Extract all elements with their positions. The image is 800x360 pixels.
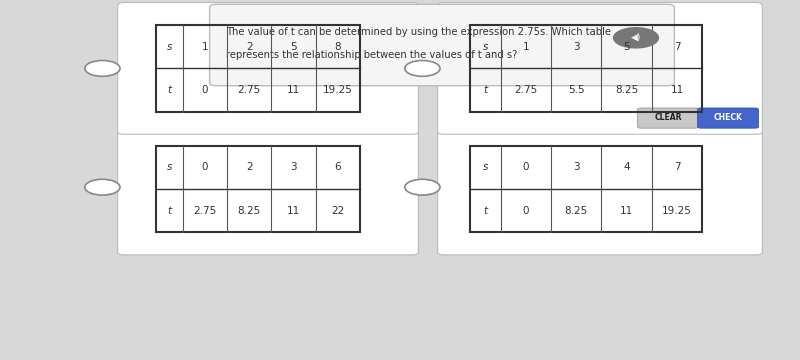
Text: 3: 3 <box>573 162 579 172</box>
Text: CLEAR: CLEAR <box>654 113 682 122</box>
Text: 11: 11 <box>670 85 684 95</box>
Text: The value of t can be determined by using the expression 2.75s. Which table: The value of t can be determined by usin… <box>226 27 610 37</box>
Bar <box>470 146 702 232</box>
Text: 5.5: 5.5 <box>568 85 585 95</box>
Text: t: t <box>483 206 487 216</box>
Text: s: s <box>482 42 488 52</box>
Text: s: s <box>166 42 172 52</box>
Text: 2.75: 2.75 <box>238 85 261 95</box>
Text: 8.25: 8.25 <box>238 206 261 216</box>
Text: 0: 0 <box>202 85 208 95</box>
Text: 7: 7 <box>674 42 681 52</box>
Text: 8.25: 8.25 <box>615 85 638 95</box>
Circle shape <box>85 60 120 76</box>
FancyBboxPatch shape <box>118 120 418 255</box>
FancyBboxPatch shape <box>438 3 762 134</box>
Text: 5: 5 <box>290 42 297 52</box>
Text: 11: 11 <box>287 206 300 216</box>
Text: s: s <box>482 162 488 172</box>
Text: 7: 7 <box>674 162 681 172</box>
Bar <box>156 25 360 112</box>
Text: t: t <box>167 206 171 216</box>
Text: 0: 0 <box>522 162 529 172</box>
Bar <box>156 146 360 232</box>
Text: 19.25: 19.25 <box>662 206 692 216</box>
Text: t: t <box>167 85 171 95</box>
Text: 11: 11 <box>620 206 634 216</box>
Text: 0: 0 <box>202 162 208 172</box>
Text: 4: 4 <box>623 162 630 172</box>
Circle shape <box>405 60 440 76</box>
Circle shape <box>85 179 120 195</box>
Circle shape <box>405 179 440 195</box>
Text: 2: 2 <box>246 162 252 172</box>
Text: 8.25: 8.25 <box>565 206 588 216</box>
Text: 3: 3 <box>573 42 579 52</box>
Text: 11: 11 <box>287 85 300 95</box>
Text: 8: 8 <box>334 42 341 52</box>
Text: CHECK: CHECK <box>714 113 742 122</box>
Text: represents the relationship between the values of t and s?: represents the relationship between the … <box>226 50 517 60</box>
Text: 2: 2 <box>246 42 252 52</box>
FancyBboxPatch shape <box>118 3 418 134</box>
Text: 22: 22 <box>331 206 345 216</box>
Circle shape <box>614 28 658 48</box>
Text: ◀): ◀) <box>631 33 641 42</box>
Text: s: s <box>166 162 172 172</box>
FancyBboxPatch shape <box>438 120 762 255</box>
Text: 6: 6 <box>334 162 341 172</box>
FancyBboxPatch shape <box>210 4 674 86</box>
Bar <box>470 25 702 112</box>
Text: 0: 0 <box>522 206 529 216</box>
FancyBboxPatch shape <box>698 108 758 128</box>
Text: 3: 3 <box>290 162 297 172</box>
Text: 1: 1 <box>522 42 529 52</box>
Text: 1: 1 <box>202 42 208 52</box>
Text: t: t <box>483 85 487 95</box>
FancyBboxPatch shape <box>638 108 698 128</box>
Text: 2.75: 2.75 <box>193 206 216 216</box>
Text: 2.75: 2.75 <box>514 85 538 95</box>
Text: 5: 5 <box>623 42 630 52</box>
Text: 19.25: 19.25 <box>323 85 353 95</box>
